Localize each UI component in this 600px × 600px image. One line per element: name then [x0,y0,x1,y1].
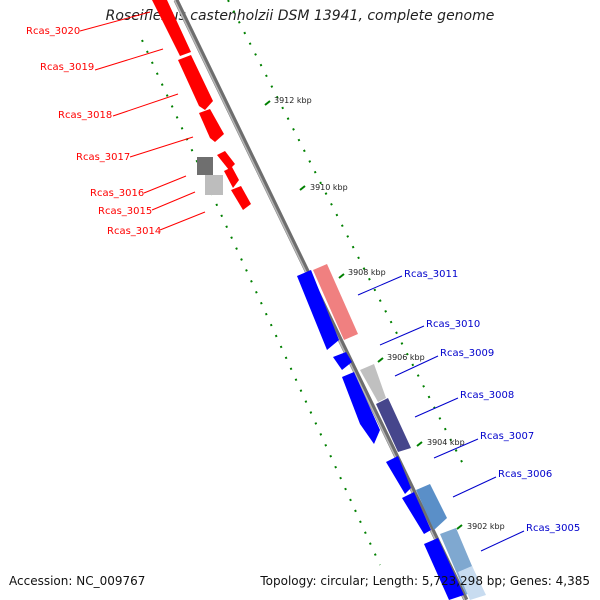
gene-label-rcas-3011[interactable]: Rcas_3011 [404,269,458,280]
kbp-label-3908: 3908 kbp [348,268,386,277]
gene-rcas-3019[interactable] [178,55,213,110]
gene-rcas-3020[interactable] [152,0,191,56]
gene-rcas-3010[interactable] [333,352,352,370]
genome-title: Roseiflexus castenholzii DSM 13941, comp… [105,8,495,24]
gene-label-rcas-3008[interactable]: Rcas_3008 [460,390,514,401]
gene-rcas-3007[interactable] [386,456,411,494]
kbp-label-3912: 3912 kbp [274,96,312,105]
left-gene-labels: Rcas_3020 Rcas_3019 Rcas_3018 Rcas_3017 … [26,11,206,237]
accession-text: Accession: NC_009767 [9,574,146,588]
gene-rcas-3006-blue[interactable] [402,492,431,534]
gene-label-rcas-3005[interactable]: Rcas_3005 [526,523,580,534]
gene-label-rcas-3014[interactable]: Rcas_3014 [107,226,161,237]
gene-rcas-3009-blue[interactable] [342,372,380,444]
gene-label-rcas-3017[interactable]: Rcas_3017 [76,152,130,163]
gene-rcas-3017a[interactable] [217,151,235,170]
genome-summary-text: Topology: circular; Length: 5,723,298 bp… [260,574,590,588]
gene-label-rcas-3007[interactable]: Rcas_3007 [480,431,534,442]
reverse-genes [297,264,486,600]
gene-rcas-3016[interactable] [197,157,213,175]
gene-rcas-3009[interactable] [360,364,386,402]
gene-rcas-3011-blue[interactable] [297,270,339,350]
kbp-ticks [264,100,463,530]
gene-label-rcas-3020[interactable]: Rcas_3020 [26,26,80,37]
gene-rcas-3005-light[interactable] [458,566,486,600]
gene-label-rcas-3018[interactable]: Rcas_3018 [58,110,112,121]
gene-label-rcas-3010[interactable]: Rcas_3010 [426,319,480,330]
kbp-label-3902: 3902 kbp [467,522,505,531]
gene-rcas-3006[interactable] [416,484,447,530]
gene-rcas-3015[interactable] [205,175,223,195]
gene-label-rcas-3016[interactable]: Rcas_3016 [90,188,144,199]
kbp-label-3904: 3904 kbp [427,438,465,447]
gene-label-rcas-3009[interactable]: Rcas_3009 [440,348,494,359]
kbp-label-3910: 3910 kbp [310,183,348,192]
gene-rcas-3008[interactable] [376,398,411,452]
gene-label-rcas-3019[interactable]: Rcas_3019 [40,62,94,73]
right-gene-labels: Rcas_3011 Rcas_3010 Rcas_3009 Rcas_3008 … [357,269,580,552]
gene-rcas-3017c[interactable] [231,186,251,210]
scale-dotted-lines [141,0,467,566]
kbp-label-3906: 3906 kbp [387,353,425,362]
forward-genes [152,0,251,210]
gene-rcas-3011[interactable] [313,264,358,340]
gene-rcas-3017b[interactable] [224,167,239,188]
gene-label-rcas-3006[interactable]: Rcas_3006 [498,469,552,480]
gene-rcas-3005-blue[interactable] [424,538,464,600]
gene-rcas-3018[interactable] [199,109,224,142]
gene-label-rcas-3015[interactable]: Rcas_3015 [98,206,152,217]
